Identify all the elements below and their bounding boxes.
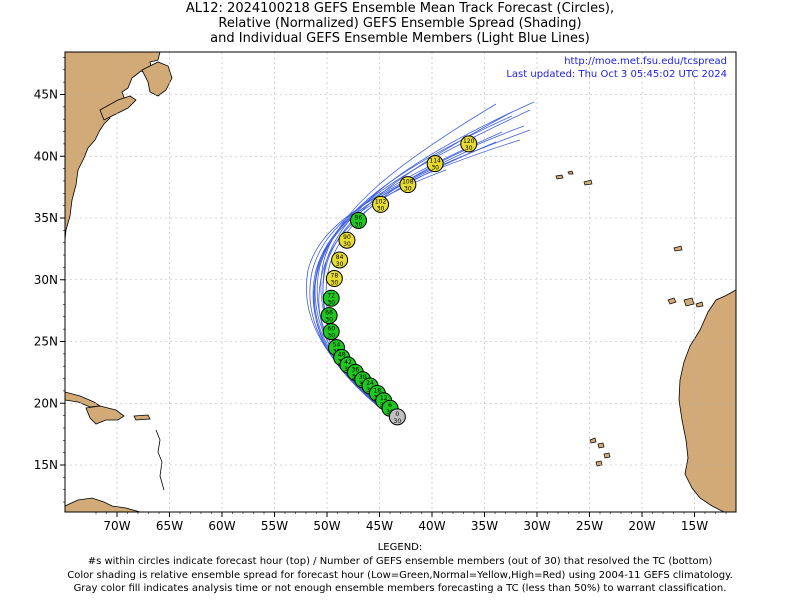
x-tick-label: 20W <box>628 519 655 533</box>
member-count: 30 <box>327 299 335 306</box>
islands <box>555 170 704 467</box>
forecast-hour: 84 <box>336 254 344 261</box>
x-tick-label: 30W <box>523 519 550 533</box>
lat-lon-grid <box>65 52 736 512</box>
track-circle <box>460 135 478 153</box>
ocean-background <box>65 52 736 512</box>
member-count: 30 <box>431 165 439 172</box>
member-count: 30 <box>465 145 473 152</box>
forecast-hour: 30 <box>359 374 367 381</box>
member-count: 30 <box>325 317 333 324</box>
puerto-rico <box>133 414 151 421</box>
source-url: http://moe.met.fsu.edu/tcspread <box>564 56 727 67</box>
track-circle <box>338 231 356 249</box>
title-line-1: AL12: 2024100218 GEFS Ensemble Mean Trac… <box>185 1 615 16</box>
newfoundland <box>141 61 173 97</box>
track-circle <box>325 270 343 288</box>
track-circle <box>322 323 340 341</box>
member-count: 30 <box>355 221 363 228</box>
y-tick-label: 15N <box>34 458 58 472</box>
member-count: 30 <box>394 418 402 425</box>
forecast-hour: 66 <box>325 310 333 317</box>
forecast-hour: 48 <box>338 352 346 359</box>
x-tick-label: 70W <box>103 519 130 533</box>
track-circle <box>388 408 406 426</box>
forecast-hour: 90 <box>343 234 351 241</box>
forecast-hour: 102 <box>375 198 387 205</box>
forecast-hour: 60 <box>327 326 335 333</box>
forecast-hour: 0 <box>395 411 399 418</box>
land-masses <box>65 52 736 512</box>
africa-coast <box>678 289 736 512</box>
x-tick-label: 55W <box>261 519 288 533</box>
forecast-hour: 18 <box>374 387 382 394</box>
track-circle <box>426 155 444 173</box>
forecast-map: 1203011430108301023096309030843078307230… <box>34 51 737 533</box>
forecast-hour: 108 <box>402 179 414 186</box>
track-circle <box>331 251 349 269</box>
track-circle <box>399 176 417 194</box>
title-line-3: and Individual GEFS Ensemble Members (Li… <box>210 31 590 46</box>
x-tick-label: 50W <box>313 519 340 533</box>
hispaniola <box>85 405 125 425</box>
forecast-hour: 114 <box>429 158 441 165</box>
y-tick-label: 40N <box>34 149 58 163</box>
forecast-hour: 72 <box>327 292 335 299</box>
x-tick-label: 65W <box>156 519 183 533</box>
member-count: 30 <box>343 241 351 248</box>
legend-line-3: Gray color fill indicates analysis time … <box>73 583 727 594</box>
forecast-hour: 6 <box>388 402 392 409</box>
x-tick-label: 15W <box>681 519 708 533</box>
track-circle <box>350 211 367 229</box>
y-tick-label: 45N <box>34 88 58 102</box>
x-tick-label: 35W <box>471 519 498 533</box>
legend-line-2: Color shading is relative ensemble sprea… <box>67 570 733 581</box>
nova-scotia <box>99 95 137 121</box>
lesser-antilles <box>155 429 165 491</box>
axes: 70W 65W 60W 55W 50W 45W 40W 35W 30W 25W 20W 15W 15N 2… <box>34 57 727 533</box>
y-tick-label: 35N <box>34 211 58 225</box>
forecast-hour: 12 <box>380 395 388 402</box>
forecast-hour: 120 <box>463 138 475 145</box>
member-count: 30 <box>336 261 344 268</box>
track-circle <box>322 289 340 307</box>
legend-line-1: #s within circles indicate forecast hour… <box>87 556 713 567</box>
y-tick-label: 25N <box>34 335 58 349</box>
x-tick-label: 25W <box>576 519 603 533</box>
track-circle <box>372 195 390 213</box>
member-count: 30 <box>331 280 339 287</box>
forecast-hour: 96 <box>355 214 363 221</box>
south-america-coast <box>65 497 141 512</box>
member-count: 30 <box>404 186 412 193</box>
last-updated: Last updated: Thu Oct 3 05:45:02 UTC 202… <box>506 69 727 80</box>
x-tick-label: 45W <box>366 519 393 533</box>
x-tick-label: 60W <box>208 519 235 533</box>
legend-heading: LEGEND: <box>377 542 423 553</box>
member-count: 30 <box>327 333 335 340</box>
forecast-hour: 78 <box>331 273 339 280</box>
y-tick-label: 20N <box>34 396 58 410</box>
forecast-hour: 36 <box>352 366 360 373</box>
title-line-2: Relative (Normalized) GEFS Ensemble Spre… <box>218 16 582 31</box>
forecast-hour: 54 <box>333 342 341 349</box>
track-point: 030 <box>388 408 406 426</box>
mean-track: 1203011430108301023096309030843078307230… <box>320 135 478 426</box>
x-tick-label: 40W <box>418 519 445 533</box>
forecast-hour: 42 <box>344 359 352 366</box>
forecast-hour: 24 <box>366 380 374 387</box>
member-count: 30 <box>377 205 385 212</box>
y-tick-label: 30N <box>34 273 58 287</box>
